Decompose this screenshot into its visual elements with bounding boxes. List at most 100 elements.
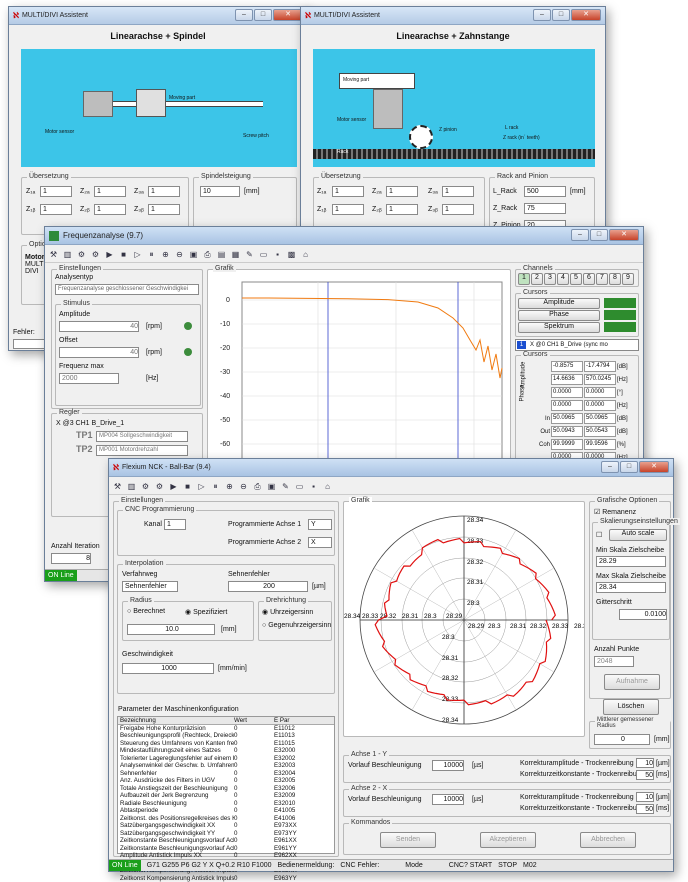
home-icon[interactable]: ⌂ — [300, 250, 311, 259]
prog2-select[interactable]: X — [308, 537, 332, 548]
z2a-field[interactable]: 1 — [94, 186, 126, 197]
open-icon[interactable]: ▦ — [230, 250, 241, 259]
channel-3-button[interactable]: 3 — [544, 273, 556, 285]
anzahl-field[interactable]: 8 — [51, 553, 91, 564]
z1a-field[interactable]: 1 — [40, 186, 72, 197]
print-icon[interactable]: ⎙ — [202, 250, 213, 260]
z3b-field[interactable]: 1 — [148, 204, 180, 215]
edit-icon[interactable]: ✎ — [280, 482, 291, 491]
korramp2-field[interactable]: 10 — [636, 792, 654, 802]
home-icon[interactable]: ⌂ — [322, 482, 333, 491]
z2a-field[interactable]: 1 — [386, 186, 418, 197]
pause-icon[interactable]: ⏸ — [210, 482, 221, 492]
stop-icon[interactable]: ■ — [182, 482, 193, 491]
kanal-select[interactable]: 1 — [164, 519, 186, 530]
tp1-select[interactable]: MP004 Sollgeschwindigkeit — [96, 431, 188, 442]
zoom-in-icon[interactable]: ⊕ — [160, 250, 171, 259]
maximize-button[interactable]: □ — [552, 9, 570, 21]
anzahl-select[interactable]: 2048 — [594, 656, 634, 667]
spezifiziert-radio[interactable]: ◉ Spezifiziert — [185, 608, 227, 616]
channel-4-button[interactable]: 4 — [557, 273, 569, 285]
spindel-field[interactable]: 10 — [200, 186, 240, 197]
chart-icon[interactable]: ▥ — [126, 482, 137, 491]
radius-field[interactable]: 10.0 — [127, 624, 215, 635]
aufnahme-button[interactable]: Aufnahme — [604, 674, 660, 690]
tp2-select[interactable]: MP001 Motordrehzahl — [96, 445, 188, 456]
korramp1-field[interactable]: 10 — [636, 758, 654, 768]
tree-root[interactable]: X @3 CH1 B_Drive_1 — [56, 420, 124, 427]
z3a-field[interactable]: 1 — [148, 186, 180, 197]
print-icon[interactable]: ⎙ — [252, 482, 263, 492]
gitter-field[interactable]: 0.0100 — [619, 609, 667, 620]
senden-button[interactable]: Senden — [380, 832, 436, 848]
berechnet-radio[interactable]: ○ Berechnet — [127, 608, 165, 615]
min-field[interactable]: 28.29 — [596, 556, 666, 567]
title-bar[interactable]: Frequenzanalyse (9.7) –□✕ — [45, 227, 643, 245]
channel-2-button[interactable]: 2 — [531, 273, 543, 285]
disk-icon[interactable]: ▪ — [272, 250, 283, 259]
vorlauf1-field[interactable]: 10000 — [432, 760, 464, 771]
play-icon[interactable]: ▶ — [104, 250, 115, 259]
minimize-button[interactable]: – — [571, 229, 589, 241]
save-icon[interactable]: ▤ — [216, 250, 227, 259]
korrzeit1-field[interactable]: 50 — [636, 770, 654, 780]
maximize-button[interactable]: □ — [254, 9, 272, 21]
zoom-out-icon[interactable]: ⊖ — [238, 482, 249, 491]
amplitude-button[interactable]: Amplitude — [518, 298, 600, 309]
akzeptieren-button[interactable]: Akzeptieren — [480, 832, 536, 848]
remanenz-checkbox[interactable]: ☑ Remanenz — [594, 508, 636, 516]
freqmax-select[interactable]: 2000 — [59, 373, 119, 384]
config2-icon[interactable]: ⚙ — [90, 250, 101, 259]
maximize-button[interactable]: □ — [620, 461, 638, 473]
camera-icon[interactable]: ▣ — [188, 250, 199, 259]
step-icon[interactable]: ▷ — [196, 482, 207, 491]
config-icon[interactable]: ⚙ — [76, 250, 87, 259]
folder-icon[interactable]: ▭ — [294, 482, 305, 491]
config-icon[interactable]: ⚙ — [140, 482, 151, 491]
phase-button[interactable]: Phase — [518, 310, 600, 321]
prog1-select[interactable]: Y — [308, 519, 332, 530]
camera-icon[interactable]: ▣ — [266, 482, 277, 491]
z1b-field[interactable]: 1 — [332, 204, 364, 215]
minimize-button[interactable]: – — [235, 9, 253, 21]
z1a-field[interactable]: 1 — [332, 186, 364, 197]
grid-icon[interactable]: ▩ — [286, 250, 297, 259]
geschw-field[interactable]: 1000 — [122, 663, 214, 674]
lrack-field[interactable]: 500 — [524, 186, 566, 197]
play-icon[interactable]: ▶ — [168, 482, 179, 491]
tool-icon[interactable]: ⚒ — [48, 250, 59, 259]
max-field[interactable]: 28.34 — [596, 582, 666, 593]
channel-1-button[interactable]: 1 — [518, 273, 530, 285]
abbrechen-button[interactable]: Abbrechen — [580, 832, 636, 848]
close-button[interactable]: ✕ — [639, 461, 669, 473]
zrack-field[interactable]: 75 — [524, 203, 566, 214]
close-button[interactable]: ✕ — [273, 9, 303, 21]
sehnenfehler-field[interactable]: 200 — [228, 581, 308, 592]
channel-9-button[interactable]: 9 — [622, 273, 634, 285]
verfahrweg-select[interactable]: Sehnenfehler — [122, 581, 178, 592]
chart-icon[interactable]: ▥ — [62, 250, 73, 259]
close-button[interactable]: ✕ — [571, 9, 601, 21]
minimize-button[interactable]: – — [601, 461, 619, 473]
maximize-button[interactable]: □ — [590, 229, 608, 241]
autoscale-checkbox[interactable]: ☐ — [596, 531, 602, 539]
z3b-field[interactable]: 1 — [442, 204, 474, 215]
amplitude-field[interactable]: 40 — [59, 321, 139, 332]
disk-icon[interactable]: ▪ — [308, 482, 319, 491]
minimize-button[interactable]: – — [533, 9, 551, 21]
zoom-in-icon[interactable]: ⊕ — [224, 482, 235, 491]
analysentyp-select[interactable]: Frequenzanalyse geschlossener Geschwindi… — [55, 284, 199, 295]
close-button[interactable]: ✕ — [609, 229, 639, 241]
z2b-field[interactable]: 1 — [94, 204, 126, 215]
channel-6-button[interactable]: 6 — [583, 273, 595, 285]
pause-icon[interactable]: ⏸ — [146, 250, 157, 260]
korrzeit2-field[interactable]: 50 — [636, 804, 654, 814]
loeschen-button[interactable]: Löschen — [603, 699, 659, 715]
edit-icon[interactable]: ✎ — [244, 250, 255, 259]
vorlauf2-field[interactable]: 10000 — [432, 794, 464, 805]
gegenuhrzeigersinn-radio[interactable]: ○ Gegenuhrzeigersinn — [262, 622, 331, 629]
